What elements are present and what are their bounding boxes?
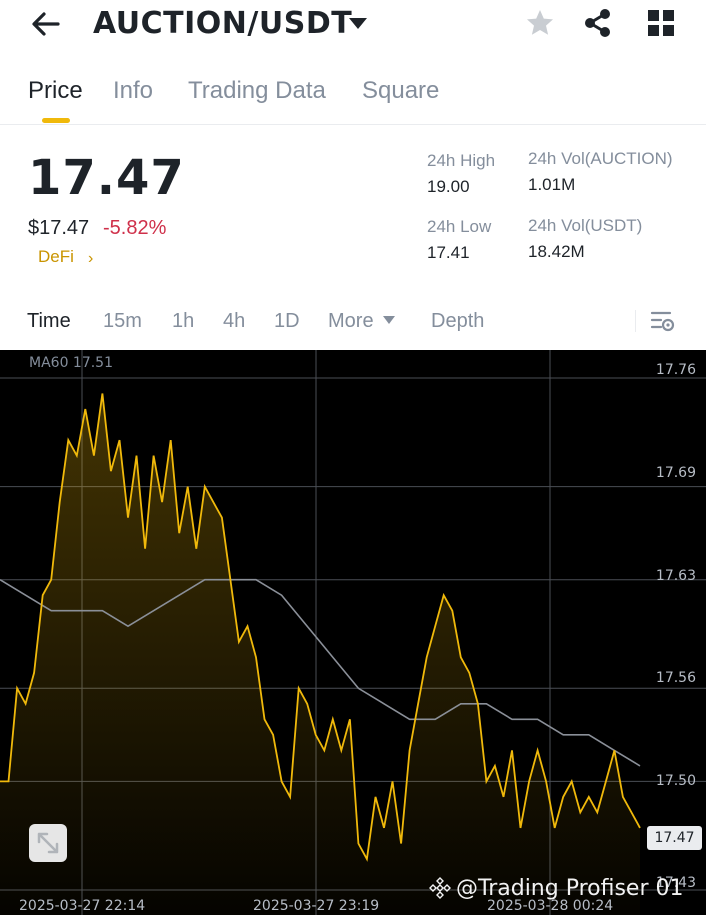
grid-icon[interactable] — [648, 10, 674, 36]
top-tabs: Price Info Trading Data Square — [0, 70, 706, 123]
interval-4h[interactable]: 4h — [223, 310, 246, 332]
chevron-right-icon[interactable]: › — [88, 250, 94, 267]
x-tick-label: 2025-03-27 23:19 — [253, 898, 380, 914]
divider — [0, 124, 706, 125]
price-line — [0, 393, 641, 862]
last-price: 17.47 — [28, 150, 185, 206]
y-tick-label: 17.76 — [655, 362, 696, 378]
interval-time[interactable]: Time — [27, 310, 71, 332]
vol-base-value: 1.01M — [528, 175, 576, 194]
tab-price[interactable]: Price — [28, 77, 83, 104]
binance-logo-icon — [429, 877, 451, 899]
tab-square[interactable]: Square — [362, 77, 440, 104]
expand-icon — [37, 832, 59, 854]
high-label: 24h High — [427, 151, 496, 170]
interval-depth[interactable]: Depth — [431, 310, 485, 332]
price-area-fill — [0, 393, 640, 915]
caret-down-icon[interactable] — [383, 316, 395, 324]
caret-down-icon[interactable] — [348, 16, 368, 30]
sector-tag[interactable]: DeFi — [38, 247, 74, 266]
fullscreen-button[interactable] — [29, 824, 67, 862]
price-change-percent: -5.82% — [103, 217, 167, 239]
share-icon[interactable] — [584, 8, 612, 38]
x-tick-label: 2025-03-27 22:14 — [19, 898, 146, 914]
interval-15m[interactable]: 15m — [103, 310, 142, 332]
ma60-line — [0, 578, 641, 767]
x-tick-label: 2025-03-28 00:24 — [487, 898, 614, 914]
usd-price: $17.47 — [28, 217, 90, 239]
low-label: 24h Low — [427, 217, 492, 236]
chart-settings-icon[interactable] — [650, 310, 676, 334]
y-tick-label: 17.50 — [655, 773, 696, 789]
tab-trading-data[interactable]: Trading Data — [188, 77, 326, 104]
interval-1d[interactable]: 1D — [274, 310, 300, 332]
y-tick-label: 17.69 — [655, 465, 696, 481]
vol-quote-label: 24h Vol(USDT) — [528, 216, 643, 235]
ma60-label: MA60 17.51 — [29, 355, 113, 371]
active-tab-indicator — [42, 118, 70, 123]
y-tick-label: 17.63 — [655, 568, 696, 584]
chart-canvas — [0, 350, 706, 915]
watermark-text: @Trading Profiser 01 — [456, 876, 684, 901]
interval-1h[interactable]: 1h — [172, 310, 195, 332]
price-chart[interactable]: MA60 17.51 17.76 17.69 17.63 17.56 17.50… — [0, 350, 706, 915]
back-arrow-icon[interactable] — [30, 10, 62, 38]
tab-info[interactable]: Info — [113, 77, 154, 104]
star-icon[interactable] — [525, 8, 555, 38]
low-value: 17.41 — [427, 243, 470, 262]
y-tick-label: 17.43 — [655, 875, 696, 891]
y-tick-label: 17.56 — [655, 670, 696, 686]
pair-title[interactable]: AUCTION/USDT — [93, 6, 353, 41]
vol-base-label: 24h Vol(AUCTION) — [528, 149, 673, 168]
header-bar: AUCTION/USDT — [0, 0, 706, 50]
separator — [635, 310, 636, 332]
interval-more[interactable]: More — [328, 310, 374, 332]
current-price-tag: 17.47 — [647, 826, 702, 850]
interval-bar: Time 15m 1h 4h 1D More Depth — [0, 300, 706, 346]
high-value: 19.00 — [427, 177, 470, 196]
vol-quote-value: 18.42M — [528, 242, 585, 261]
